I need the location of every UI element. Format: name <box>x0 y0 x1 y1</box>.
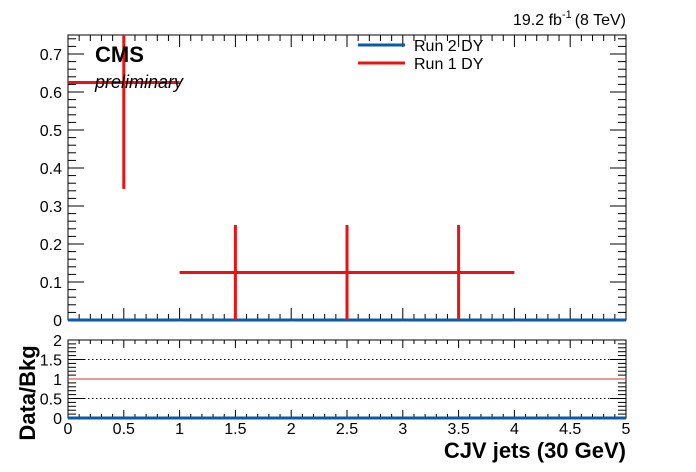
main-y-tick-label: 0.6 <box>40 85 62 102</box>
status-label: preliminary <box>94 72 184 92</box>
x-tick-label: 0 <box>64 421 73 438</box>
ratio-y-tick-label: 1 <box>53 372 62 389</box>
main-y-tick-labels: 0 0.1 0.2 0.3 0.4 0.5 0.6 0.7 <box>40 47 62 330</box>
x-tick-label: 3 <box>398 421 407 438</box>
x-tick-label: 4 <box>510 421 519 438</box>
x-tick-label: 1.5 <box>224 421 246 438</box>
x-tick-labels: 0 0.5 1 1.5 2 2.5 3 3.5 4 4.5 5 <box>64 421 631 438</box>
main-y-tick-label: 0.1 <box>40 275 62 292</box>
legend-label-run1: Run 1 DY <box>414 56 484 73</box>
legend-label-run2: Run 2 DY <box>414 38 484 55</box>
main-series-group <box>68 35 626 322</box>
main-axis-ticks <box>67 35 627 321</box>
x-tick-label: 4.5 <box>559 421 581 438</box>
lumi-value: 19.2 fb <box>513 12 562 29</box>
x-tick-label: 1 <box>175 421 184 438</box>
luminosity-label: 19.2 fb-1 (8 TeV) <box>513 9 626 29</box>
ratio-y-tick-label: 1.5 <box>40 353 62 370</box>
main-y-tick-label: 0 <box>53 313 62 330</box>
x-tick-label: 0.5 <box>113 421 135 438</box>
lumi-exponent: -1 <box>562 9 572 21</box>
lumi-energy: (8 TeV) <box>575 12 626 29</box>
main-y-tick-label: 0.2 <box>40 237 62 254</box>
ratio-y-tick-label: 2 <box>53 333 62 350</box>
x-tick-label: 5 <box>622 421 631 438</box>
x-tick-label: 2 <box>287 421 296 438</box>
ratio-y-tick-labels: 0 0.5 1 1.5 2 <box>40 333 62 428</box>
ratio-gridlines <box>68 339 626 399</box>
main-y-tick-label: 0.3 <box>40 199 62 216</box>
main-y-tick-label: 0.7 <box>40 47 62 64</box>
x-axis-title: CJV jets (30 GeV) <box>444 438 626 463</box>
main-y-tick-label: 0.4 <box>40 161 62 178</box>
ratio-y-tick-label: 0.5 <box>40 392 62 409</box>
ratio-y-axis-title: Data/Bkg <box>15 345 40 440</box>
x-tick-label: 2.5 <box>336 421 358 438</box>
legend: Run 2 DY Run 1 DY <box>358 38 484 73</box>
ratio-y-tick-label: 0 <box>53 411 62 428</box>
x-tick-label: 3.5 <box>447 421 469 438</box>
main-y-tick-label: 0.5 <box>40 123 62 140</box>
experiment-label: CMS <box>95 42 144 67</box>
